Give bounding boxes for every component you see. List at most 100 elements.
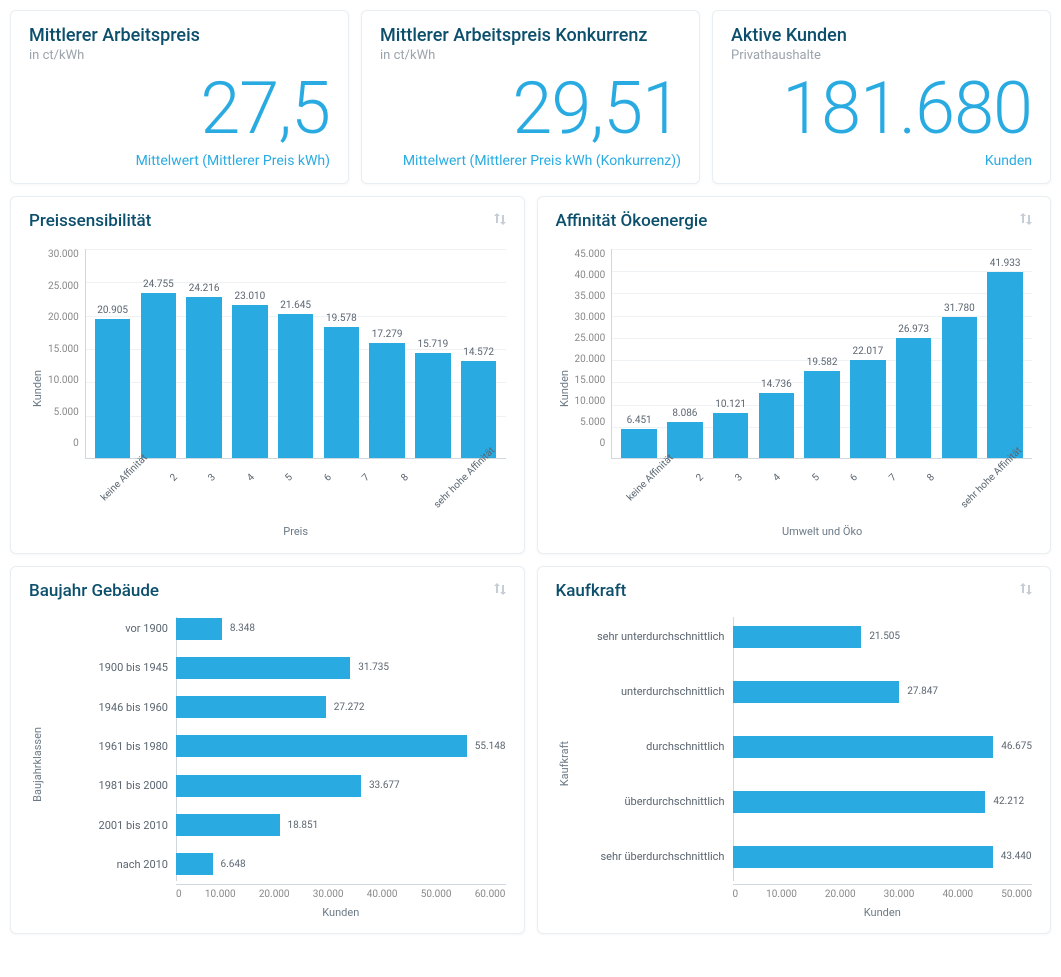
y-tick: 20.000	[575, 354, 606, 365]
bar-value-label: 42.212	[993, 796, 1024, 807]
bar-value-label: 21.645	[280, 300, 311, 311]
bar-value-label: 18.851	[288, 820, 319, 831]
bar[interactable]	[232, 305, 268, 458]
bar[interactable]	[176, 853, 213, 875]
vchart: Kunden45.00040.00035.00030.00025.00020.0…	[556, 239, 1033, 539]
y-axis-label: Baujahrklassen	[29, 727, 46, 802]
bar[interactable]	[95, 319, 131, 458]
category-label: durchschnittlich	[573, 740, 733, 753]
sort-icon[interactable]	[492, 211, 508, 227]
bar-value-label: 43.440	[1001, 851, 1032, 862]
bar-plot: 55.148	[176, 731, 506, 761]
bar[interactable]	[176, 657, 350, 679]
bar-value-label: 24.216	[189, 283, 220, 294]
bar-row: 1900 bis 194531.735	[46, 653, 506, 683]
bar-row: nach 20106.648	[46, 849, 506, 879]
plot-area: sehr unterdurchschnittlich21.505 unterdur…	[573, 609, 1033, 919]
bar-value-label: 27.847	[907, 686, 938, 697]
bar-value-label: 20.905	[97, 305, 128, 316]
x-tick-label: 7	[349, 460, 384, 495]
chart-title: Baujahr Gebäude	[29, 581, 506, 601]
bar[interactable]	[942, 317, 978, 458]
sort-icon[interactable]	[492, 581, 508, 597]
x-tick: 30.000	[884, 889, 915, 900]
bar-row: 1961 bis 198055.148	[46, 731, 506, 761]
y-tick: 5.000	[575, 417, 606, 428]
bar[interactable]	[896, 338, 932, 458]
category-label: 1981 bis 2000	[46, 779, 176, 792]
bar[interactable]	[733, 736, 994, 758]
x-labels: keine Affinität2345678sehr hohe Affinitä…	[86, 458, 506, 485]
bar-column: 26.973	[891, 324, 937, 458]
bar[interactable]	[733, 791, 986, 813]
y-tick: 30.000	[48, 249, 79, 260]
bar[interactable]	[141, 293, 177, 458]
y-tick: 0	[575, 438, 606, 449]
bar[interactable]	[176, 696, 326, 718]
kpi-caption: Mittelwert (Mittlerer Preis kWh (Konkurr…	[380, 153, 681, 169]
bar-value-label: 41.933	[990, 258, 1021, 269]
y-tick: 45.000	[575, 249, 606, 260]
kpi-card-arbeitspreis: Mittlerer Arbeitspreis in ct/kWh 27,5 Mi…	[10, 10, 349, 184]
bar[interactable]	[713, 413, 749, 458]
y-axis-label: Kunden	[556, 370, 573, 407]
bar-column: 10.121	[708, 399, 754, 458]
bar[interactable]	[186, 297, 222, 458]
kpi-value: 29,51	[380, 73, 681, 145]
category-label: sehr unterdurchschnittlich	[573, 630, 733, 643]
bar[interactable]	[461, 361, 497, 458]
category-label: vor 1900	[46, 622, 176, 635]
chart-baujahr: Baujahr Gebäude Baujahrklassenvor 19008.…	[10, 566, 525, 934]
x-tick: 40.000	[367, 889, 398, 900]
x-tick-label: keine Affinität	[99, 452, 150, 503]
bar[interactable]	[176, 814, 280, 836]
plot-area: 20.90524.75524.21623.01021.64519.57817.2…	[85, 249, 506, 459]
chart-preissensibilitaet: Preissensibilität Kunden30.00025.00020.0…	[10, 196, 525, 554]
kpi-caption: Mittelwert (Mittlerer Preis kWh)	[29, 153, 330, 169]
kpi-subtitle: in ct/kWh	[29, 48, 330, 63]
bars: sehr unterdurchschnittlich21.505 unterdur…	[573, 609, 1033, 884]
bar-row: sehr überdurchschnittlich43.440	[573, 842, 1033, 872]
bar[interactable]	[804, 371, 840, 458]
bar-value-label: 6.451	[627, 415, 652, 426]
bar[interactable]	[176, 735, 467, 757]
bar-row: 1946 bis 196027.272	[46, 692, 506, 722]
bar[interactable]	[324, 327, 360, 458]
x-tick-label: 3	[195, 460, 230, 495]
bar[interactable]	[369, 343, 405, 458]
bar[interactable]	[850, 360, 886, 458]
chart-kaufkraft: Kaufkraft Kaufkraftsehr unterdurchschnit…	[537, 566, 1052, 934]
bar[interactable]	[176, 618, 222, 640]
bar-column: 14.736	[754, 379, 800, 458]
x-axis-label: Kunden	[176, 906, 506, 919]
y-tick: 30.000	[575, 312, 606, 323]
bar[interactable]	[733, 681, 900, 703]
bar-plot: 8.348	[176, 614, 506, 644]
plot-area: vor 19008.348 1900 bis 194531.735 1946 bis…	[46, 609, 506, 919]
bar[interactable]	[621, 429, 657, 458]
y-tick: 20.000	[48, 312, 79, 323]
bar[interactable]	[733, 846, 993, 868]
bars: 6.4518.08610.12114.73619.58222.01726.973…	[612, 249, 1032, 458]
bar-plot: 33.677	[176, 771, 506, 801]
bar[interactable]	[278, 314, 314, 458]
sort-icon[interactable]	[1018, 581, 1034, 597]
category-label: nach 2010	[46, 858, 176, 871]
bar-value-label: 26.973	[898, 324, 929, 335]
y-tick: 15.000	[48, 344, 79, 355]
bar[interactable]	[733, 626, 862, 648]
bar[interactable]	[176, 775, 361, 797]
bar-value-label: 15.719	[418, 339, 449, 350]
bar-value-label: 17.279	[372, 329, 403, 340]
x-axis: 010.00020.00030.00040.00050.000	[733, 884, 1033, 900]
bar-row: unterdurchschnittlich27.847	[573, 677, 1033, 707]
sort-icon[interactable]	[1018, 211, 1034, 227]
bar-plot: 21.505	[733, 622, 1033, 652]
bar[interactable]	[415, 353, 451, 458]
bar-row: vor 19008.348	[46, 614, 506, 644]
bar[interactable]	[987, 272, 1023, 458]
bar-value-label: 14.736	[761, 379, 792, 390]
bar[interactable]	[759, 393, 795, 458]
bar[interactable]	[667, 422, 703, 458]
bar-column: 22.017	[845, 346, 891, 458]
